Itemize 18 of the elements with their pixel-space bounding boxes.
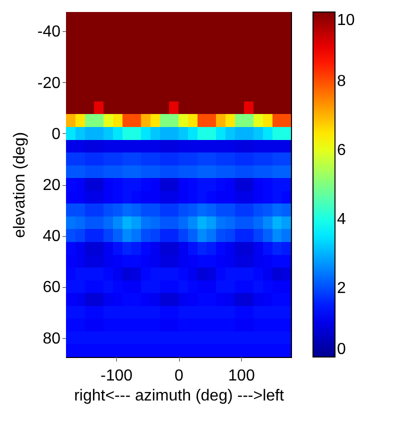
x-tick-label: 100 [228, 368, 255, 384]
y-tick-label: 0 [52, 126, 61, 143]
color-bar-label: 6 [337, 142, 346, 159]
color-bar-label: 10 [337, 12, 355, 29]
y-tick-label: -20 [37, 74, 61, 92]
y-tick-label: 80 [42, 330, 61, 348]
color-bar-label: 0 [337, 341, 346, 358]
y-axis-title: elevation (deg) [11, 132, 28, 238]
y-tick-label: 40 [42, 228, 61, 246]
y-tick-label: 60 [42, 279, 61, 296]
color-bar-label: 4 [337, 211, 346, 228]
x-axis-title: right<--- azimuth (deg) --->left [74, 388, 284, 404]
color-bar-label: 8 [337, 73, 346, 90]
x-tick-label: 0 [174, 368, 184, 384]
x-tick-label: -100 [100, 368, 133, 384]
y-tick-label: 20 [42, 177, 61, 194]
y-tick-label: -40 [37, 24, 61, 41]
color-bar-label: 2 [337, 280, 346, 297]
